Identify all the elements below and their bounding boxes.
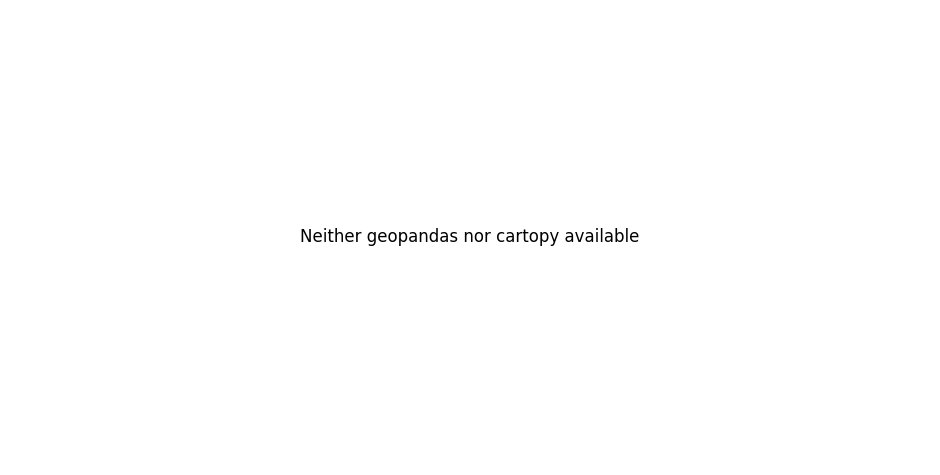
Text: Neither geopandas nor cartopy available: Neither geopandas nor cartopy available xyxy=(300,228,640,247)
